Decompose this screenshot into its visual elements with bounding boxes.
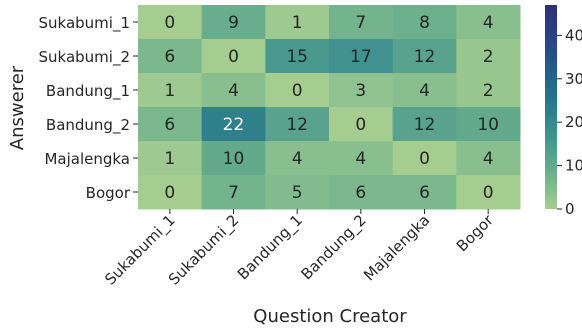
cell-value-label: 0 bbox=[292, 81, 303, 101]
heatmap-cell bbox=[392, 5, 457, 40]
heatmap-cell bbox=[265, 73, 330, 108]
cell-value-label: 4 bbox=[292, 149, 303, 169]
heatmap-cell bbox=[138, 5, 203, 40]
x-tick-label: Bandung_1 bbox=[234, 211, 307, 284]
heatmap-cell bbox=[456, 175, 521, 210]
heatmap-cell bbox=[456, 141, 521, 176]
cell-value-label: 17 bbox=[350, 47, 372, 67]
heatmap-cell bbox=[392, 107, 457, 142]
heatmap-cell bbox=[329, 73, 394, 108]
heatmap-cell bbox=[392, 73, 457, 108]
y-tick-label: Majalengka bbox=[44, 150, 130, 168]
cell-value-label: 22 bbox=[223, 115, 245, 135]
cell-value-label: 7 bbox=[355, 13, 366, 33]
heatmap-cell bbox=[456, 39, 521, 74]
cell-value-label: 10 bbox=[477, 115, 499, 135]
cell-value-label: 6 bbox=[355, 183, 366, 203]
cell-value-label: 0 bbox=[228, 47, 239, 67]
x-tick-label: Bogor bbox=[453, 211, 498, 256]
cell-value-label: 1 bbox=[164, 149, 175, 169]
cell-value-label: 1 bbox=[292, 13, 303, 33]
cell-value-label: 8 bbox=[419, 13, 430, 33]
heatmap-cell bbox=[329, 107, 394, 142]
heatmap-cell bbox=[329, 141, 394, 176]
cell-value-label: 12 bbox=[286, 115, 308, 135]
cell-value-label: 0 bbox=[483, 183, 494, 203]
colorbar: 0 10 20 30 40 bbox=[545, 5, 582, 218]
cell-value-label: 4 bbox=[419, 81, 430, 101]
heatmap-cell bbox=[456, 5, 521, 40]
heatmap-cell bbox=[201, 141, 266, 176]
cell-value-label: 6 bbox=[164, 47, 175, 67]
colorbar-tick-label: 30 bbox=[565, 70, 582, 88]
cell-value-label: 2 bbox=[483, 81, 494, 101]
colorbar-tick-label: 40 bbox=[565, 26, 582, 44]
x-axis-title: Question Creator bbox=[253, 306, 407, 327]
y-tick-labels: Sukabumi_1 Sukabumi_2 Bandung_1 Bandung_2 Ma… bbox=[39, 14, 138, 202]
heatmap-cell bbox=[201, 175, 266, 210]
heatmap-cell bbox=[201, 73, 266, 108]
heatmap-cell bbox=[201, 5, 266, 40]
cell-value-label: 4 bbox=[355, 149, 366, 169]
heatmap-cell bbox=[392, 39, 457, 74]
heatmap-cell bbox=[265, 5, 330, 40]
cell-value-label: 7 bbox=[228, 183, 239, 203]
heatmap-cell bbox=[265, 175, 330, 210]
heatmap-cell bbox=[265, 141, 330, 176]
heatmap-cell bbox=[329, 5, 394, 40]
cell-value-label: 12 bbox=[414, 115, 436, 135]
cell-value-label: 0 bbox=[419, 149, 430, 169]
colorbar-gradient bbox=[545, 5, 557, 209]
x-tick-label: Majalengka bbox=[360, 211, 433, 284]
heatmap-cell bbox=[201, 39, 266, 74]
colorbar-tick-label: 10 bbox=[565, 157, 582, 175]
cell-value-label: 1 bbox=[164, 81, 175, 101]
y-tick-label: Bandung_2 bbox=[46, 116, 130, 135]
cell-value-label: 3 bbox=[355, 81, 366, 101]
cell-value-label: 2 bbox=[483, 47, 494, 67]
heatmap-cell bbox=[201, 107, 266, 142]
cell-value-label: 15 bbox=[286, 47, 308, 67]
cell-value-label: 0 bbox=[355, 115, 366, 135]
cell-value-label: 4 bbox=[483, 149, 494, 169]
cell-value-label: 4 bbox=[483, 13, 494, 33]
heatmap-cell bbox=[138, 107, 203, 142]
cell-value-label: 0 bbox=[164, 183, 175, 203]
y-tick-label: Bandung_1 bbox=[46, 82, 130, 101]
heatmap-cell bbox=[265, 107, 330, 142]
heatmap-cell bbox=[392, 141, 457, 176]
heatmap-cell bbox=[265, 39, 330, 74]
heatmap-cell bbox=[138, 175, 203, 210]
y-tick-label: Sukabumi_2 bbox=[39, 48, 131, 67]
heatmap-cell bbox=[456, 73, 521, 108]
cell-value-label: 9 bbox=[228, 13, 239, 33]
y-axis-title: Answerer bbox=[7, 65, 28, 150]
heatmap-cell bbox=[329, 39, 394, 74]
cell-value-label: 12 bbox=[414, 47, 436, 67]
heatmap-cell bbox=[138, 39, 203, 74]
heatmap-cell bbox=[329, 175, 394, 210]
x-tick-labels: Sukabumi_1Sukabumi_2Bandung_1Bandung_2Ma… bbox=[101, 209, 498, 289]
heatmap-cell bbox=[138, 73, 203, 108]
heatmap-cell bbox=[456, 107, 521, 142]
y-tick-label: Sukabumi_1 bbox=[39, 14, 131, 33]
y-tick-label: Bogor bbox=[86, 184, 131, 202]
cell-value-label: 6 bbox=[419, 183, 430, 203]
colorbar-tick-label: 20 bbox=[565, 113, 582, 131]
heatmap-cell bbox=[392, 175, 457, 210]
cell-value-label: 10 bbox=[223, 149, 245, 169]
cell-value-label: 6 bbox=[164, 115, 175, 135]
cell-value-label: 0 bbox=[164, 13, 175, 33]
heatmap-cells: 0 9 1 7 8 46 0 15 17 12 21 4 0 3 4 26 22 12 0 12 101 10 4 4 0 40 7… bbox=[138, 5, 521, 210]
cell-value-label: 4 bbox=[228, 81, 239, 101]
heatmap-cell bbox=[138, 141, 203, 176]
colorbar-tick-label: 0 bbox=[565, 200, 575, 218]
x-tick-label: Bandung_2 bbox=[297, 211, 370, 284]
cell-value-label: 5 bbox=[292, 183, 303, 203]
